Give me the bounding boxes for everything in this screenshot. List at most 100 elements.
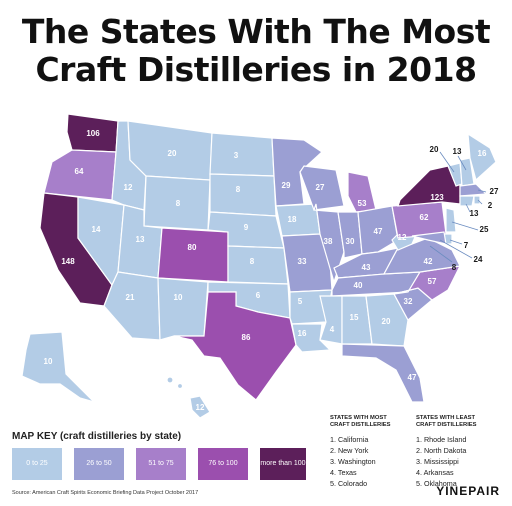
most-item: 1. California xyxy=(330,435,369,444)
state-ga xyxy=(365,293,409,347)
label-id: 12 xyxy=(124,183,133,192)
label-va: 42 xyxy=(424,257,433,266)
state-co xyxy=(157,227,229,283)
least-list-header: STATES WITH LEAST CRAFT DISTILLERIES xyxy=(416,415,477,429)
key-0-25: 0 to 25 xyxy=(12,448,62,480)
label-nc: 57 xyxy=(428,277,437,286)
label-al: 15 xyxy=(350,313,359,322)
key-label-51-75: 51 to 75 xyxy=(148,460,174,467)
state-hi-island xyxy=(166,376,174,384)
label-nh: 13 xyxy=(453,147,462,156)
label-ut: 13 xyxy=(136,235,145,244)
callout-ri xyxy=(477,199,483,205)
key-label-76-100: 76 to 100 xyxy=(208,460,238,467)
label-ar: 5 xyxy=(298,297,303,306)
label-co: 80 xyxy=(188,243,197,252)
label-az: 21 xyxy=(126,293,135,302)
label-vt: 20 xyxy=(430,145,439,154)
callout-ma xyxy=(477,189,487,193)
label-ri: 2 xyxy=(488,201,493,210)
label-nj: 25 xyxy=(480,225,489,234)
state-ct xyxy=(459,195,475,207)
label-tn: 40 xyxy=(354,281,363,290)
label-hi: 12 xyxy=(196,403,205,412)
label-mi: 53 xyxy=(358,199,367,208)
state-me xyxy=(467,132,497,182)
least-item: 2. North Dakota xyxy=(416,446,467,455)
state-tx xyxy=(173,291,297,401)
label-ok: 6 xyxy=(256,291,261,300)
key-26-50: 26 to 50 xyxy=(74,448,124,480)
title-line-2: Craft Distilleries in 2018 xyxy=(35,50,477,89)
label-ks: 8 xyxy=(250,257,255,266)
state-wi xyxy=(299,165,345,211)
label-nv: 14 xyxy=(92,225,101,234)
state-nm xyxy=(157,277,209,341)
label-de: 7 xyxy=(464,241,469,250)
label-ky: 43 xyxy=(362,263,371,272)
label-wy: 8 xyxy=(176,199,181,208)
label-ms: 4 xyxy=(330,325,335,334)
label-mo: 33 xyxy=(298,257,307,266)
least-item: 1. Rhode Island xyxy=(416,435,467,444)
label-ak: 10 xyxy=(44,357,53,366)
callout-ct xyxy=(465,203,471,213)
label-me: 16 xyxy=(478,149,487,158)
most-header-line-1: STATES WITH MOST xyxy=(330,415,387,421)
label-wi: 27 xyxy=(316,183,325,192)
label-fl: 47 xyxy=(408,373,417,382)
callout-nj xyxy=(451,221,479,231)
map-key-title: MAP KEY (craft distilleries by state) xyxy=(12,431,182,442)
state-oh xyxy=(357,205,399,255)
key-76-100: 76 to 100 xyxy=(198,448,248,480)
least-header-line-2: CRAFT DISTILLERIES xyxy=(416,422,477,428)
label-la: 16 xyxy=(298,329,307,338)
key-more-than-100: more than 100 xyxy=(260,448,306,480)
state-la xyxy=(291,323,332,353)
state-ak xyxy=(21,331,97,404)
key-label-0-25: 0 to 25 xyxy=(26,460,48,467)
label-nm: 10 xyxy=(174,293,183,302)
label-il: 38 xyxy=(324,237,333,246)
label-wa: 106 xyxy=(86,129,100,138)
state-mn xyxy=(271,137,323,207)
label-ca: 148 xyxy=(61,257,75,266)
label-md: 24 xyxy=(474,255,483,264)
title-line-1: The States With The Most xyxy=(21,12,491,51)
label-in: 30 xyxy=(346,237,355,246)
state-nd xyxy=(209,132,275,177)
state-ma xyxy=(459,183,488,197)
least-item: 5. Oklahoma xyxy=(416,479,457,488)
label-oh: 47 xyxy=(374,227,383,236)
most-item: 5. Colorado xyxy=(330,479,368,488)
label-nd: 3 xyxy=(234,151,239,160)
state-ms xyxy=(319,295,343,345)
label-ia: 18 xyxy=(288,215,297,224)
callout-nh xyxy=(457,155,467,171)
least-item: 4. Arkansas xyxy=(416,468,454,477)
key-label-more-than-100: more than 100 xyxy=(260,460,306,467)
key-51-75: 51 to 75 xyxy=(136,448,186,480)
label-dc: 8 xyxy=(452,263,457,272)
label-tx: 86 xyxy=(242,333,251,342)
most-item: 4. Texas xyxy=(330,468,357,477)
most-list-header: STATES WITH MOST CRAFT DISTILLERIES xyxy=(330,415,391,429)
label-ne: 9 xyxy=(244,223,249,232)
state-ks xyxy=(227,245,289,285)
state-hi xyxy=(189,395,211,419)
callout-de xyxy=(449,239,463,245)
most-header-line-2: CRAFT DISTILLERIES xyxy=(330,422,391,428)
key-label-26-50: 26 to 50 xyxy=(86,460,112,467)
state-in xyxy=(337,211,363,259)
source-note: Source: American Craft Spirits Economic … xyxy=(12,490,199,496)
label-ct: 13 xyxy=(470,209,479,218)
state-hi-island-2 xyxy=(176,382,184,390)
state-ri xyxy=(473,195,481,205)
least-list: STATES WITH LEAST CRAFT DISTILLERIES 1. … xyxy=(416,415,477,489)
label-ny: 123 xyxy=(430,193,444,202)
state-md xyxy=(411,231,447,245)
label-sc: 32 xyxy=(404,297,413,306)
label-pa: 62 xyxy=(420,213,429,222)
label-sd: 8 xyxy=(236,185,241,194)
label-mt: 20 xyxy=(168,149,177,158)
